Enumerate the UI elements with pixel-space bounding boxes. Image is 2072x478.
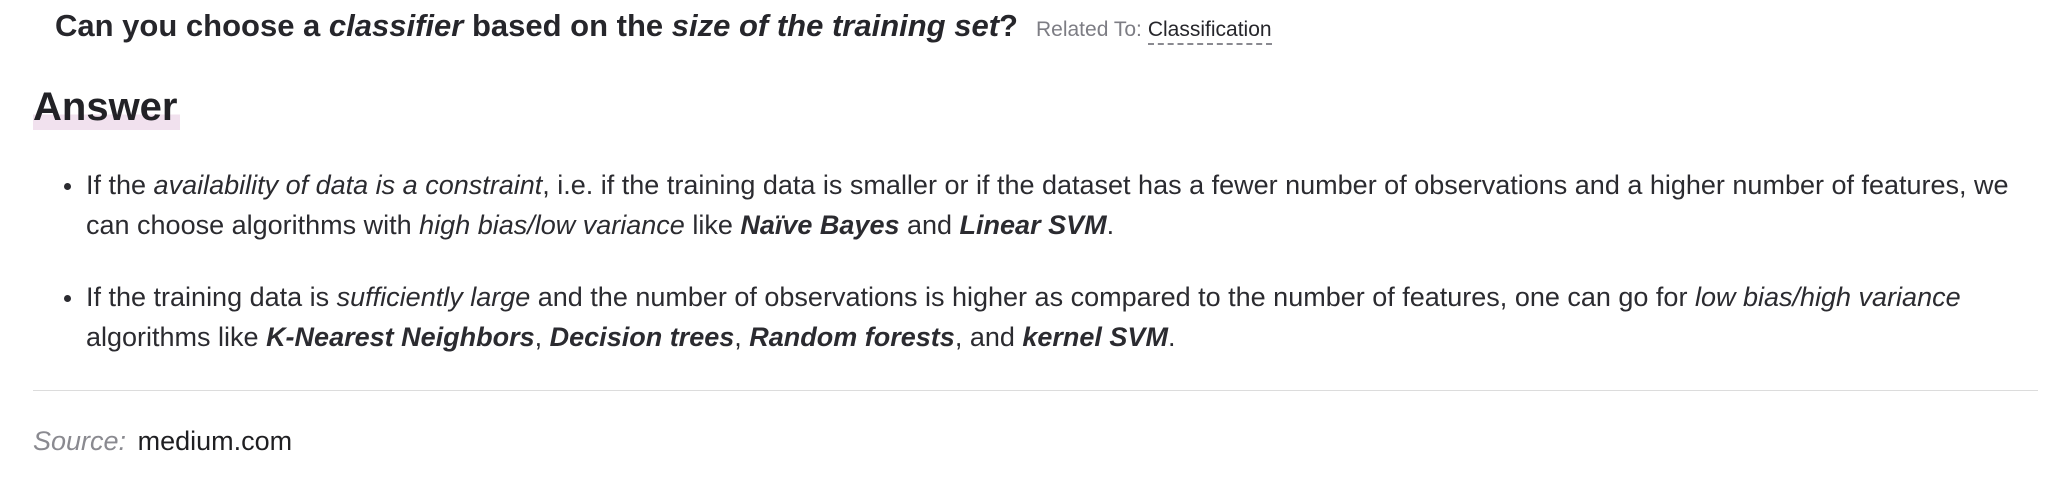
answer-list: If the availability of data is a constra… xyxy=(64,165,2026,357)
answer-text: , i.e. if the training data is smaller o… xyxy=(86,170,2009,240)
bullet-icon xyxy=(64,183,71,190)
answer-text: If the xyxy=(86,170,154,200)
answer-item-small-data: If the availability of data is a constra… xyxy=(64,165,2026,245)
source-label: Source: xyxy=(33,426,127,456)
algorithm-random-forests: Random forests xyxy=(749,322,955,352)
question-emphasis-training-set: size of the training set xyxy=(671,8,1000,43)
answer-text: . xyxy=(1106,210,1115,240)
answer-text: , xyxy=(734,322,750,352)
related-to-label: Related To: xyxy=(1035,18,1142,41)
question-text: Can you choose a classifier based on the… xyxy=(55,8,1018,44)
algorithm-k-nearest-neighbors: K-Nearest Neighbors xyxy=(266,322,535,352)
related-classification-link[interactable]: Classification xyxy=(1147,18,1272,45)
answer-emphasis: high bias/low variance xyxy=(419,210,685,240)
question-emphasis-classifier: classifier xyxy=(328,8,464,43)
answer-item-large-data: If the training data is sufficiently lar… xyxy=(64,277,2026,357)
section-divider xyxy=(33,390,2038,391)
question-text-part: Can you choose a xyxy=(55,8,329,43)
answer-text: and xyxy=(899,210,960,240)
algorithm-linear-svm: Linear SVM xyxy=(959,210,1107,240)
algorithm-kernel-svm: kernel SVM xyxy=(1022,322,1168,352)
bullet-icon xyxy=(64,295,71,302)
answer-text: , and xyxy=(954,322,1023,352)
question-title: Can you choose a classifier based on the… xyxy=(55,8,1272,45)
answer-text: , xyxy=(534,322,550,352)
answer-text: . xyxy=(1167,322,1176,352)
question-mark: ? xyxy=(999,8,1018,43)
algorithm-decision-trees: Decision trees xyxy=(549,322,735,352)
answer-emphasis: sufficiently large xyxy=(336,282,531,312)
source-line: Source: medium.com xyxy=(33,426,292,457)
answer-text: and the number of observations is higher… xyxy=(530,282,1695,312)
answer-emphasis: availability of data is a constraint xyxy=(153,170,543,200)
question-text-part: based on the xyxy=(463,8,672,43)
algorithm-naive-bayes: Naïve Bayes xyxy=(740,210,900,240)
answer-emphasis: low bias/high variance xyxy=(1694,282,1961,312)
answer-heading: Answer xyxy=(33,84,180,130)
source-link[interactable]: medium.com xyxy=(137,426,293,456)
answer-text: like xyxy=(684,210,741,240)
answer-text: If the training data is xyxy=(86,282,337,312)
answer-text: algorithms like xyxy=(86,322,267,352)
